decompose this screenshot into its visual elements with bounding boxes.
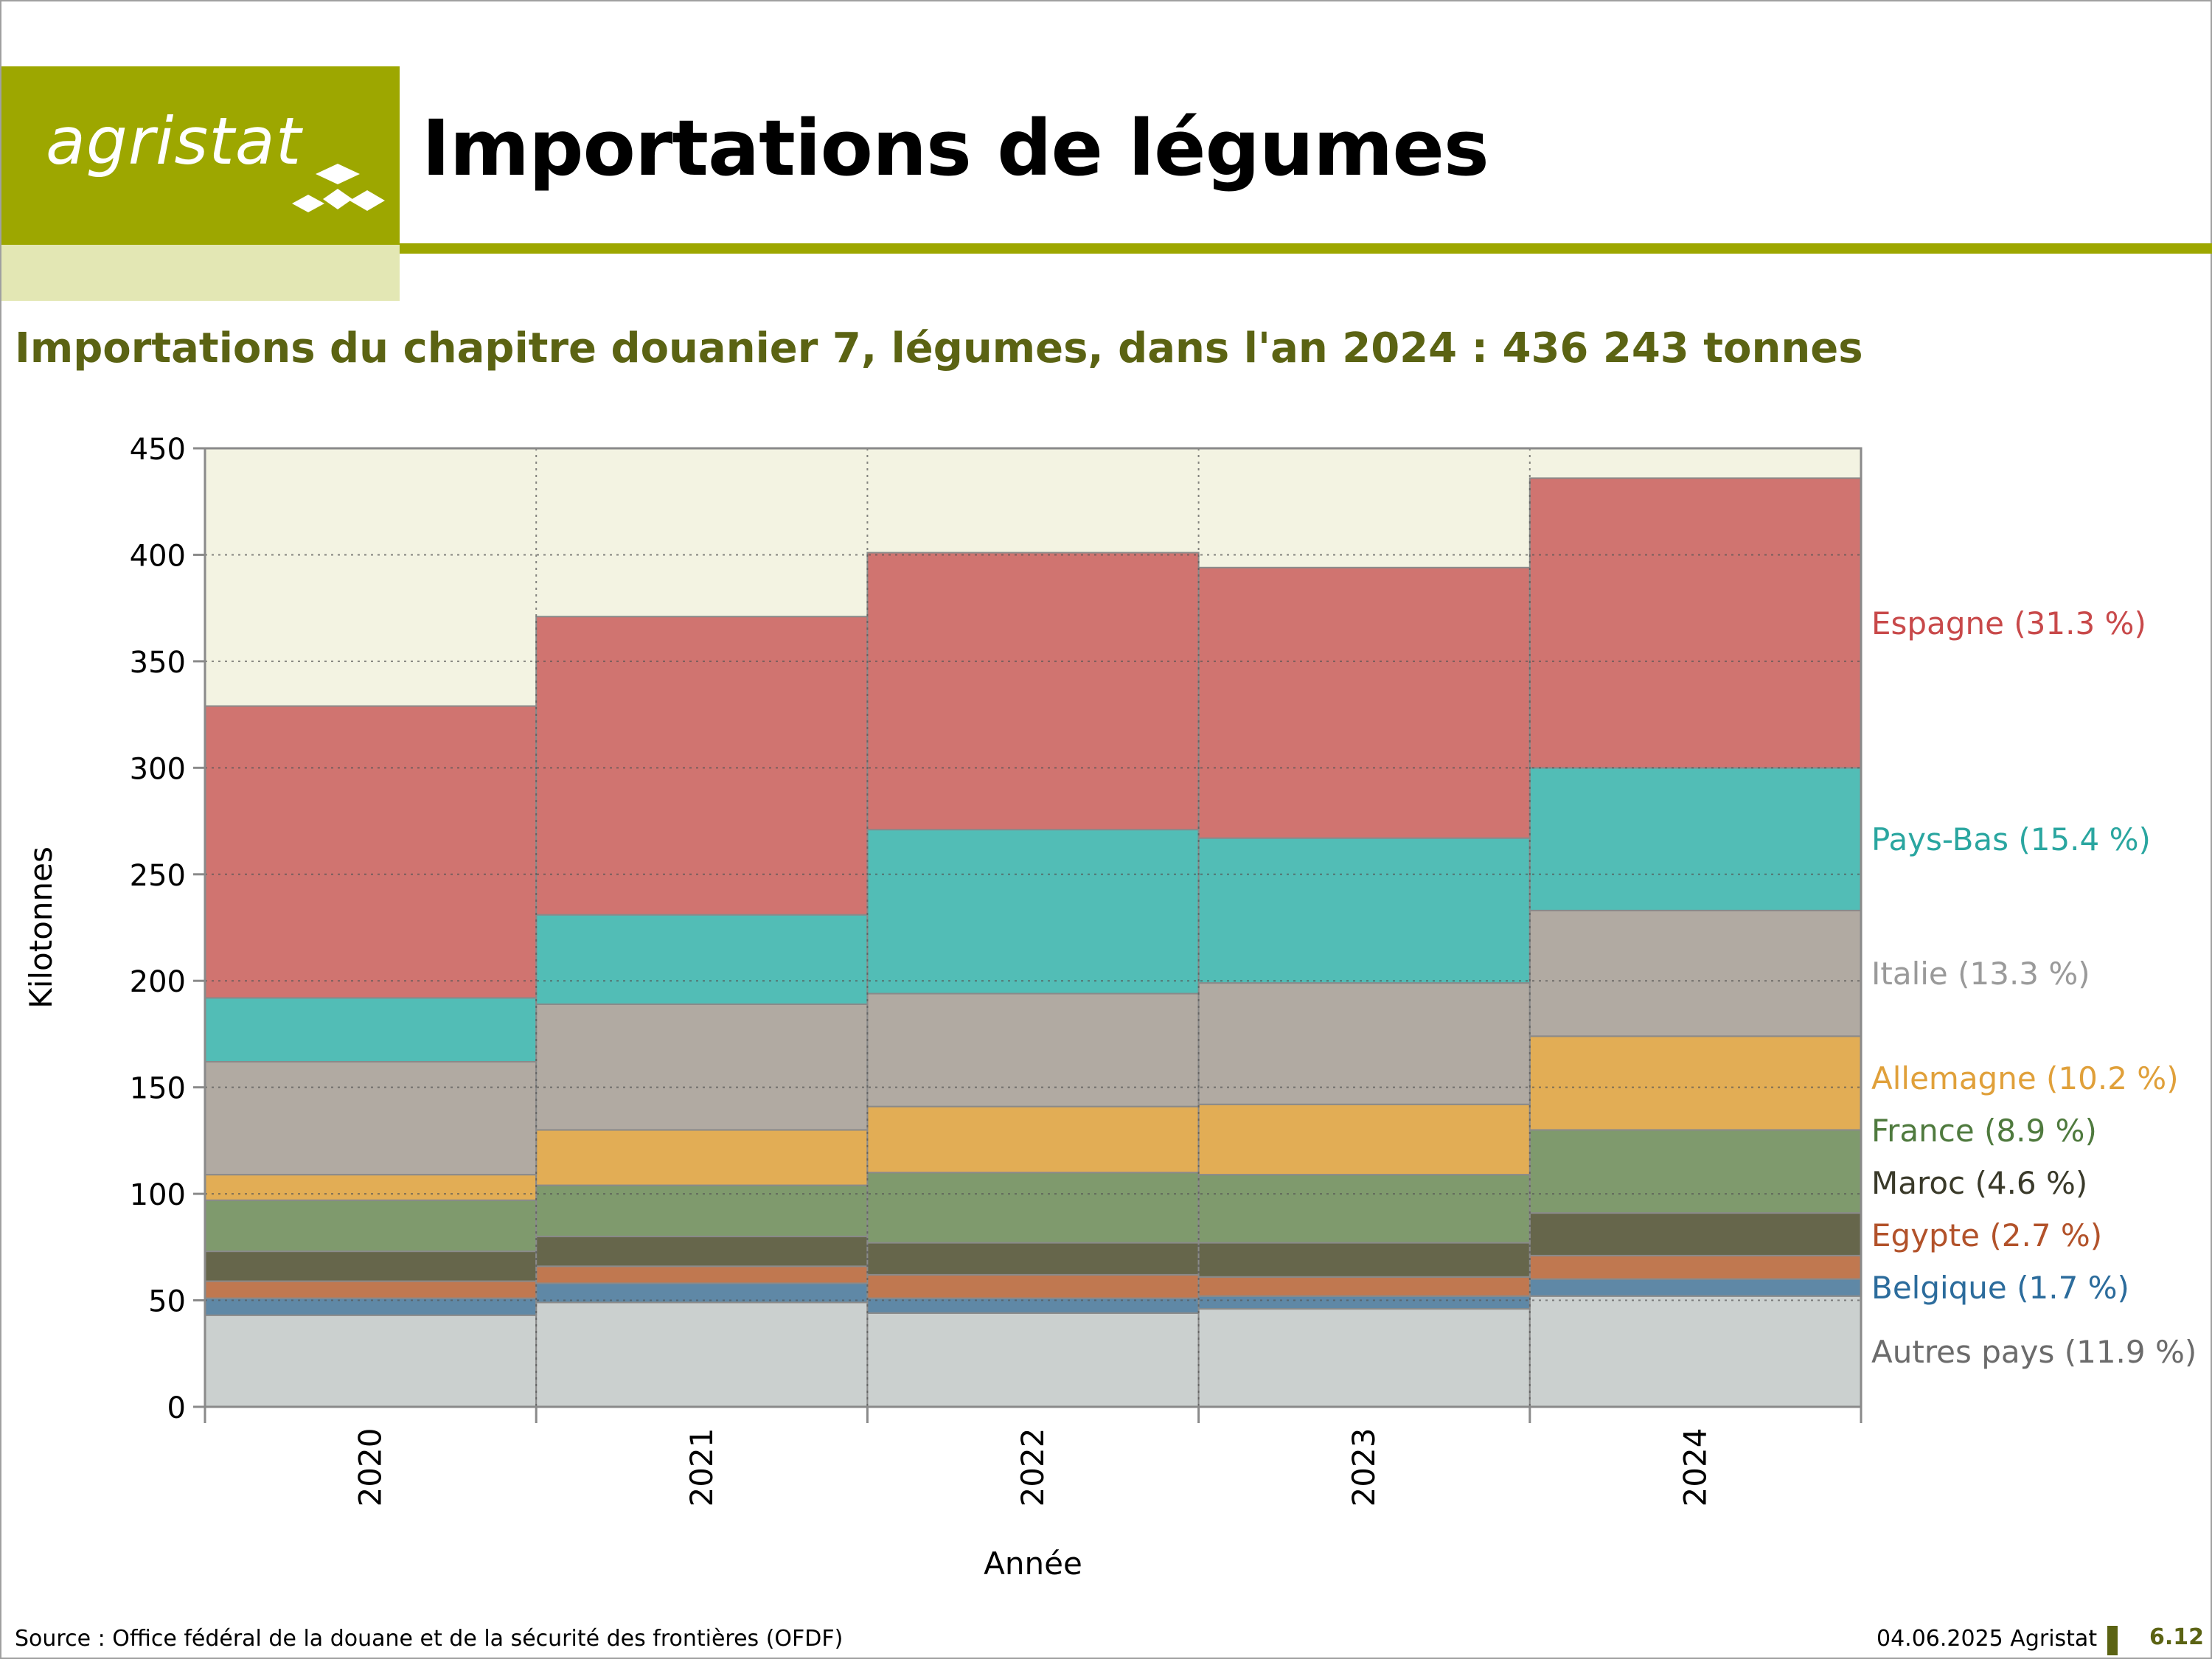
series-label: France (8.9 %) xyxy=(1871,1113,2097,1149)
bar-segment xyxy=(204,1174,538,1201)
bar-segment xyxy=(866,1312,1200,1408)
bar-segment xyxy=(204,1199,538,1253)
bar-segment xyxy=(1528,1035,1863,1131)
bar-segment xyxy=(1528,767,1863,911)
footer-divider xyxy=(2107,1626,2118,1655)
series-label: Autres pays (11.9 %) xyxy=(1871,1334,2197,1370)
logo-diamond-icon xyxy=(292,164,385,212)
bar-segment xyxy=(866,1172,1200,1244)
series-label: Espagne (31.3 %) xyxy=(1871,605,2146,641)
y-tick-label: 400 xyxy=(130,539,186,573)
y-tick-label: 150 xyxy=(130,1072,186,1106)
y-tick-label: 350 xyxy=(130,646,186,680)
bar-segment xyxy=(866,992,1200,1107)
header-rule xyxy=(400,243,2212,254)
bar-segment xyxy=(204,1297,538,1316)
y-tick-label: 100 xyxy=(130,1178,186,1212)
bar-segment xyxy=(1197,1174,1531,1244)
series-label: Allemagne (10.2 %) xyxy=(1871,1060,2179,1096)
bar-segment xyxy=(866,1105,1200,1174)
bar-segment xyxy=(204,705,538,999)
chart-heading: Importations du chapitre douanier 7, lég… xyxy=(15,324,1863,372)
bar-segment xyxy=(866,1242,1200,1276)
y-tick-label: 250 xyxy=(130,859,186,893)
stacked-bar-chart: 0 50 100 150 200 250 300 350 400 450 2020 2021 2022 2… xyxy=(23,433,2197,1582)
bar-segment xyxy=(1197,1276,1531,1297)
bar-segment xyxy=(1528,1295,1863,1408)
bar-segment xyxy=(1197,837,1531,984)
bar-segment xyxy=(1197,1295,1531,1310)
bar-segment xyxy=(535,1301,869,1408)
x-tick-label: 2021 xyxy=(684,1428,720,1507)
x-tick-label: 2024 xyxy=(1677,1428,1713,1507)
plot-frame xyxy=(204,447,1863,1408)
bar-segment xyxy=(866,1273,1200,1299)
bar-segment xyxy=(1528,1254,1863,1280)
x-tick-label: 2023 xyxy=(1346,1428,1382,1507)
bar-segment xyxy=(866,829,1200,995)
bar-segment xyxy=(1197,1242,1531,1278)
bar-segment xyxy=(1528,1129,1863,1214)
series-label: Maroc (4.6 %) xyxy=(1871,1165,2087,1201)
bar-segment xyxy=(535,1184,869,1237)
series-label: Italie (13.3 %) xyxy=(1871,956,2090,992)
y-tick-label: 300 xyxy=(130,752,186,786)
bar-segment xyxy=(204,997,538,1063)
x-axis-title: Année xyxy=(984,1545,1082,1582)
bar-segment xyxy=(1528,477,1863,769)
y-tick-label: 50 xyxy=(148,1285,186,1319)
page-title: Importations de légumes xyxy=(422,103,1489,193)
logo-underbar xyxy=(1,245,400,301)
bar-segment xyxy=(535,1129,869,1186)
bar-segment xyxy=(204,1314,538,1408)
series-label: Belgique (1.7 %) xyxy=(1871,1270,2129,1306)
agristat-logo xyxy=(1,66,400,245)
y-tick-label: 200 xyxy=(130,965,186,999)
bar-segment xyxy=(535,1004,869,1131)
footer-date: 04.06.2025 Agristat xyxy=(1877,1626,2098,1652)
bar-segment xyxy=(204,1280,538,1299)
bar-segment xyxy=(535,1265,869,1284)
bar-segment xyxy=(1528,1212,1863,1256)
bar-segment xyxy=(535,1235,869,1267)
bar-segment xyxy=(1197,1103,1531,1176)
bar-segment xyxy=(535,616,869,916)
bar-segment xyxy=(1197,982,1531,1105)
bar-segment xyxy=(535,914,869,1005)
bar-segment xyxy=(1197,566,1531,839)
footer-page-number: 6.12 xyxy=(2149,1624,2205,1650)
footer-source: Source : Office fédéral de la douane et … xyxy=(15,1626,844,1652)
bar-segment xyxy=(535,1282,869,1304)
logo-wordmark: agristat xyxy=(46,103,302,179)
bar-segment xyxy=(1528,909,1863,1037)
bar-segment xyxy=(1528,1278,1863,1297)
bar-segment xyxy=(1197,1308,1531,1408)
series-label: Egypte (2.7 %) xyxy=(1871,1217,2102,1253)
bar-segment xyxy=(204,1061,538,1176)
y-axis-title: Kilotonnes xyxy=(23,846,59,1009)
x-tick-label: 2020 xyxy=(352,1428,389,1507)
bar-segment xyxy=(204,1251,538,1282)
x-tick-label: 2022 xyxy=(1015,1428,1051,1507)
series-label: Pays-Bas (15.4 %) xyxy=(1871,821,2151,858)
y-tick-label: 450 xyxy=(130,433,186,467)
y-tick-label: 0 xyxy=(167,1391,186,1425)
bar-segment xyxy=(866,552,1200,831)
